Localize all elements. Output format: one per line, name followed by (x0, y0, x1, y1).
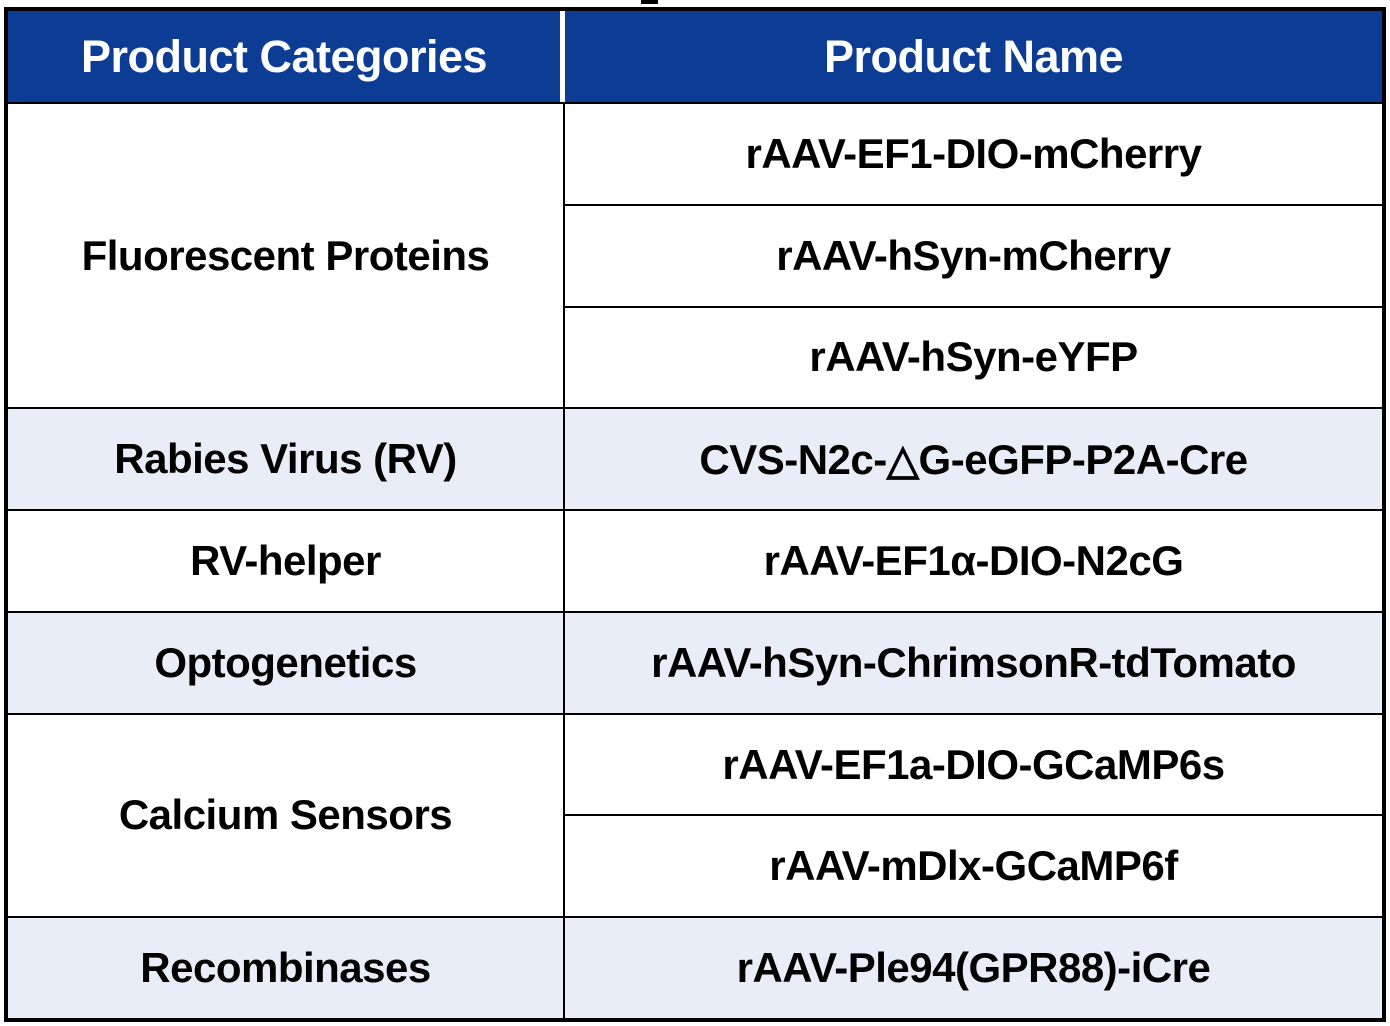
category-rv-helper: RV-helper (8, 509, 565, 611)
product-name-cell: rAAV-mDlx-GCaMP6f (565, 814, 1382, 917)
header-product-categories: Product Categories (8, 11, 565, 102)
cropped-text-artifact (641, 0, 658, 4)
category-recombinases: Recombinases (8, 916, 565, 1018)
category-rabies-virus: Rabies Virus (RV) (8, 407, 565, 510)
category-fluorescent-proteins: Fluorescent Proteins (8, 102, 565, 408)
product-name-cell: rAAV-hSyn-ChrimsonR-tdTomato (565, 610, 1382, 713)
product-name-cell: rAAV-EF1a-DIO-GCaMP6s (565, 712, 1382, 815)
product-name-cell: rAAV-EF1α-DIO-N2cG (565, 509, 1382, 611)
header-product-name: Product Name (565, 11, 1382, 102)
category-calcium-sensors: Calcium Sensors (8, 712, 565, 917)
product-name-cell: rAAV-hSyn-mCherry (565, 203, 1382, 306)
product-name-cell: CVS-N2c-△G-eGFP-P2A-Cre (565, 407, 1382, 510)
category-optogenetics: Optogenetics (8, 610, 565, 713)
product-name-cell: rAAV-EF1-DIO-mCherry (565, 102, 1382, 204)
product-name-cell: rAAV-Ple94(GPR88)-iCre (565, 916, 1382, 1018)
product-name-cell: rAAV-hSyn-eYFP (565, 305, 1382, 408)
product-table: Product Categories Product Name Fluoresc… (4, 7, 1386, 1022)
